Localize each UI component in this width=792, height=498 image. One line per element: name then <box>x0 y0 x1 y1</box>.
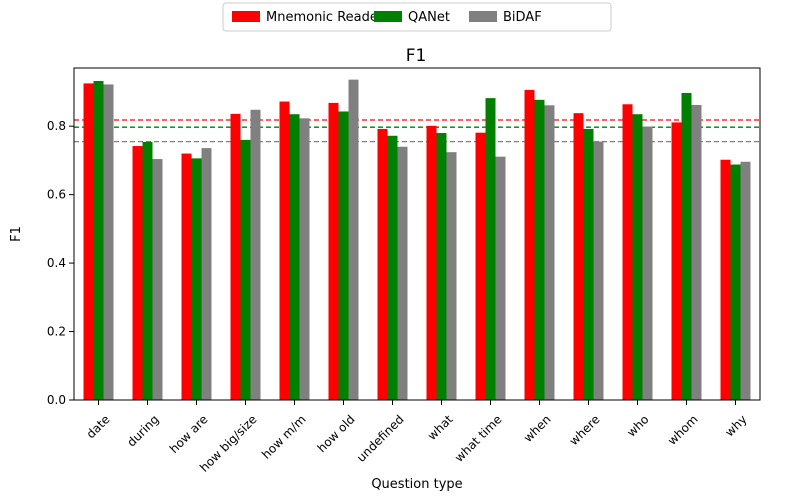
bar-mnemonic-reader <box>524 89 535 400</box>
x-tick-label: undefined <box>354 412 407 465</box>
bar-bidaf <box>250 109 261 400</box>
x-tick-label: date <box>84 412 113 441</box>
legend: Mnemonic Reader QANet BiDAF <box>222 2 612 32</box>
bar-mnemonic-reader <box>181 153 192 400</box>
bar-qanet <box>436 133 447 400</box>
bar-qanet <box>583 128 594 400</box>
bar-mnemonic-reader <box>328 102 339 400</box>
bars <box>83 79 751 401</box>
bar-mnemonic-reader <box>230 113 241 400</box>
bar-qanet <box>93 81 104 400</box>
bar-mnemonic-reader <box>279 101 290 400</box>
bar-bidaf <box>593 141 604 400</box>
bar-mnemonic-reader <box>132 146 143 400</box>
bar-qanet <box>338 111 349 400</box>
bar-bidaf <box>348 79 359 400</box>
bar-bidaf <box>691 104 702 400</box>
x-tick-label: why <box>722 412 749 439</box>
y-axis: 0.0 0.2 0.4 0.6 0.8 <box>47 119 74 407</box>
bar-bidaf <box>103 84 114 400</box>
y-tick-label: 0.0 <box>47 393 66 407</box>
bar-bidaf <box>642 126 653 400</box>
x-tick-label: whom <box>665 412 701 448</box>
bar-qanet <box>191 158 202 400</box>
legend-swatch <box>469 11 497 22</box>
bar-qanet <box>289 114 300 401</box>
bar-qanet <box>632 114 643 401</box>
plot-frame <box>73 67 761 401</box>
x-tick-label: how are <box>167 412 211 456</box>
x-tick-label: how old <box>315 412 358 455</box>
legend-swatch <box>232 11 260 22</box>
y-axis-label: F1 <box>9 226 24 242</box>
bar-bidaf <box>397 146 408 400</box>
legend-label: Mnemonic Reader <box>266 10 384 25</box>
bar-mnemonic-reader <box>671 122 682 400</box>
bar-qanet <box>730 164 741 400</box>
bar-qanet <box>142 141 153 400</box>
bar-mnemonic-reader <box>426 125 437 401</box>
bar-mnemonic-reader <box>720 159 731 400</box>
bar-bidaf <box>495 156 506 400</box>
x-tick-label: during <box>124 412 161 449</box>
legend-box <box>222 2 612 32</box>
bar-bidaf <box>740 161 751 400</box>
x-tick-label: what time <box>452 412 505 465</box>
bar-qanet <box>534 99 545 400</box>
bar-qanet <box>681 92 692 400</box>
reference-lines <box>74 119 760 143</box>
bar-qanet <box>387 135 398 400</box>
x-axis-label: Question type <box>371 477 462 492</box>
bar-mnemonic-reader <box>573 113 584 400</box>
y-tick-label: 0.6 <box>47 188 66 202</box>
chart-title: F1 <box>406 46 427 66</box>
y-tick-label: 0.8 <box>47 119 66 133</box>
legend-label: BiDAF <box>503 10 542 25</box>
x-tick-label: what <box>425 412 456 443</box>
bar-mnemonic-reader <box>377 128 388 400</box>
y-tick-label: 0.4 <box>47 256 66 270</box>
bar-mnemonic-reader <box>622 104 633 401</box>
y-tick-label: 0.2 <box>47 325 66 339</box>
x-tick-label: where <box>567 412 603 448</box>
bar-qanet <box>240 139 251 400</box>
bar-mnemonic-reader <box>83 83 94 400</box>
bar-bidaf <box>544 105 555 400</box>
bar-mnemonic-reader <box>475 132 486 400</box>
legend-swatch <box>374 11 402 22</box>
bar-bidaf <box>201 148 212 400</box>
bar-bidaf <box>446 152 457 400</box>
bar-bidaf <box>299 118 310 400</box>
x-tick-label: when <box>521 412 554 445</box>
bar-bidaf <box>152 159 163 400</box>
x-tick-label: who <box>624 412 651 439</box>
bar-qanet <box>485 98 496 400</box>
x-tick-label: how m/m <box>259 412 308 461</box>
legend-label: QANet <box>408 10 450 25</box>
